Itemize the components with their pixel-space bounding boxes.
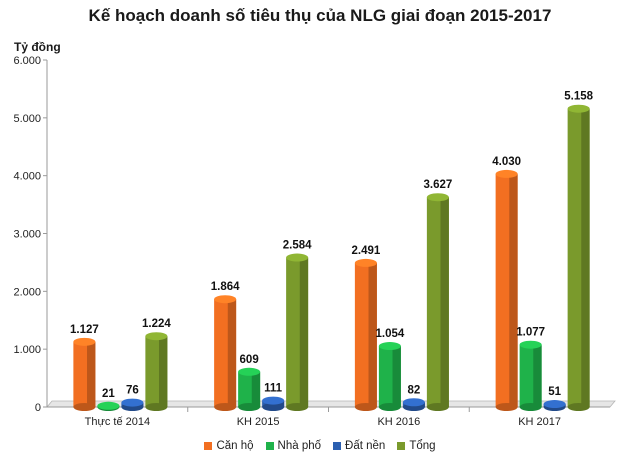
bar-shade	[509, 173, 518, 407]
bar-shade	[440, 197, 449, 407]
bar-shade	[87, 341, 96, 407]
bar-base	[495, 403, 518, 411]
legend-label: Đất nền	[345, 440, 386, 452]
data-label: 3.627	[423, 179, 452, 191]
data-label: 1.224	[142, 318, 171, 330]
bar-top	[214, 295, 237, 304]
bar-shade	[533, 344, 542, 407]
bar-base	[262, 403, 285, 411]
x-tick-label: Thực tế 2014	[85, 416, 150, 428]
data-label: 1.077	[516, 327, 545, 339]
bar-shade	[159, 336, 168, 407]
bar-top	[145, 332, 168, 341]
y-tick-label: 0	[35, 402, 41, 414]
bar-shade	[581, 108, 590, 407]
bar-top	[286, 253, 309, 262]
bar-top	[402, 398, 425, 407]
data-label: 21	[102, 388, 115, 400]
bar-top	[378, 342, 401, 351]
data-label: 111	[264, 383, 283, 395]
legend-swatch	[333, 442, 342, 450]
data-label: 1.127	[70, 324, 99, 336]
legend-item: Tổng	[397, 440, 436, 452]
legend-label: Căn hộ	[216, 440, 254, 452]
bar-shade	[368, 262, 377, 407]
bar-base	[426, 403, 449, 411]
bar-base	[73, 403, 96, 411]
legend-label: Nhà phố	[277, 440, 322, 452]
data-label: 76	[126, 385, 139, 397]
bar-top	[543, 400, 566, 409]
y-axis-label: Tỷ đồng	[14, 40, 61, 54]
bar-top	[354, 258, 377, 267]
y-tick-label: 6.000	[13, 55, 41, 67]
legend-label: Tổng	[409, 440, 436, 452]
y-tick-label: 5.000	[13, 113, 41, 125]
y-tick-label: 2.000	[13, 286, 41, 298]
bar-base	[378, 403, 401, 411]
bar-shade	[392, 346, 401, 407]
legend: Căn hộ Nhà phố Đất nền Tổng	[0, 440, 640, 452]
legend-swatch	[265, 442, 274, 450]
data-label: 1.864	[211, 281, 240, 293]
legend-swatch	[204, 442, 213, 450]
x-tick-label: KH 2016	[377, 416, 420, 428]
bar-base	[238, 403, 261, 411]
data-label: 609	[240, 354, 259, 366]
y-tick-label: 3.000	[13, 229, 41, 241]
legend-swatch	[397, 442, 406, 450]
bar-base	[519, 403, 542, 411]
bar-top	[73, 337, 96, 346]
legend-item: Căn hộ	[204, 440, 254, 452]
bar-base	[214, 403, 237, 411]
data-label: 82	[407, 384, 420, 396]
bar-base	[145, 403, 168, 411]
bar-base	[286, 403, 309, 411]
y-tick-label: 4.000	[13, 171, 41, 183]
bar-top	[495, 169, 518, 178]
y-tick-label: 1.000	[13, 344, 41, 356]
data-label: 5.158	[564, 91, 593, 103]
bar-top	[426, 193, 449, 202]
bar-top	[519, 340, 542, 349]
bar-shade	[251, 371, 261, 407]
bar-shade	[227, 299, 237, 407]
legend-item: Đất nền	[333, 440, 385, 452]
bar-shade	[299, 257, 309, 407]
bar-shade	[275, 400, 285, 407]
data-label: 51	[548, 386, 561, 398]
bar-base	[354, 403, 377, 411]
data-label: 1.054	[375, 328, 404, 340]
bar-top	[238, 367, 261, 376]
data-label: 2.584	[283, 240, 312, 252]
data-label: 4.030	[492, 156, 521, 168]
data-label: 2.491	[351, 245, 380, 257]
chart-title: Kế hoạch doanh số tiêu thụ của NLG giai …	[88, 6, 552, 25]
x-tick-label: KH 2015	[237, 416, 280, 428]
bar-top	[121, 398, 144, 407]
bar-chart: 0 1.000 2.000 3.000 4.000 5.000 6.000 Thực tế 2…	[13, 55, 616, 428]
legend-item: Nhà phố	[265, 440, 322, 452]
bar-base	[567, 403, 590, 411]
x-tick-label: KH 2017	[518, 416, 561, 428]
bar-top	[97, 401, 120, 410]
bar-top	[567, 104, 590, 113]
bar-top	[262, 396, 285, 405]
